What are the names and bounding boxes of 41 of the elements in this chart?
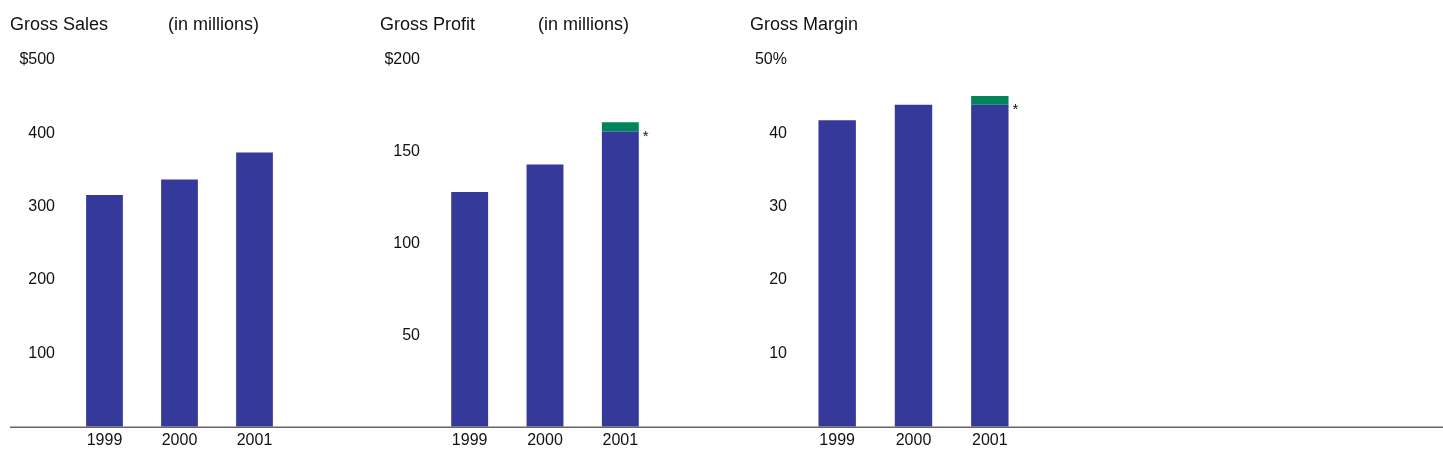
x-tick-label: 2000: [527, 430, 563, 448]
x-tick-label: 1999: [451, 430, 488, 448]
bar: [601, 122, 639, 132]
chart-title: Gross Margin: [750, 14, 859, 34]
x-tick-label: 1999: [819, 430, 856, 448]
annotation: *: [1012, 100, 1019, 118]
y-tick-label: 150: [393, 142, 421, 160]
y-tick-label: 10: [769, 343, 788, 361]
chart-title: Gross Sales: [10, 14, 109, 34]
chart-title: Gross Profit: [380, 14, 476, 34]
bar: [451, 192, 489, 427]
bar: [601, 131, 639, 427]
bar: [971, 104, 1009, 427]
x-tick-label: 2000: [895, 430, 932, 448]
annotation: *: [642, 127, 649, 145]
x-tick-label: 2001: [236, 430, 273, 448]
y-tick-label: $200: [384, 50, 421, 68]
y-tick-label: 30: [769, 197, 788, 215]
x-tick-label: 2001: [602, 430, 639, 448]
chart-subtitle: (in millions): [538, 14, 630, 34]
y-tick-label: 300: [28, 197, 56, 215]
bar: [971, 95, 1009, 105]
x-tick-label: 2000: [161, 430, 198, 448]
bar: [161, 179, 198, 427]
y-tick-label: 40: [769, 123, 788, 141]
y-tick-label: 100: [28, 343, 56, 361]
y-tick-label: 400: [28, 123, 56, 141]
y-tick-label: $500: [19, 50, 56, 68]
y-tick-label: 200: [28, 270, 56, 288]
x-tick-label: 2001: [972, 430, 1008, 448]
bar: [236, 152, 273, 427]
y-tick-label: 50: [402, 325, 421, 343]
y-tick-label: 50%: [754, 50, 787, 68]
bar: [86, 194, 123, 427]
y-tick-label: 100: [393, 233, 421, 251]
chart-subtitle: (in millions): [168, 14, 260, 34]
bar: [818, 120, 856, 427]
x-tick-label: 1999: [86, 430, 123, 448]
bar: [894, 104, 933, 427]
y-tick-label: 20: [769, 270, 788, 288]
bar: [526, 164, 564, 427]
